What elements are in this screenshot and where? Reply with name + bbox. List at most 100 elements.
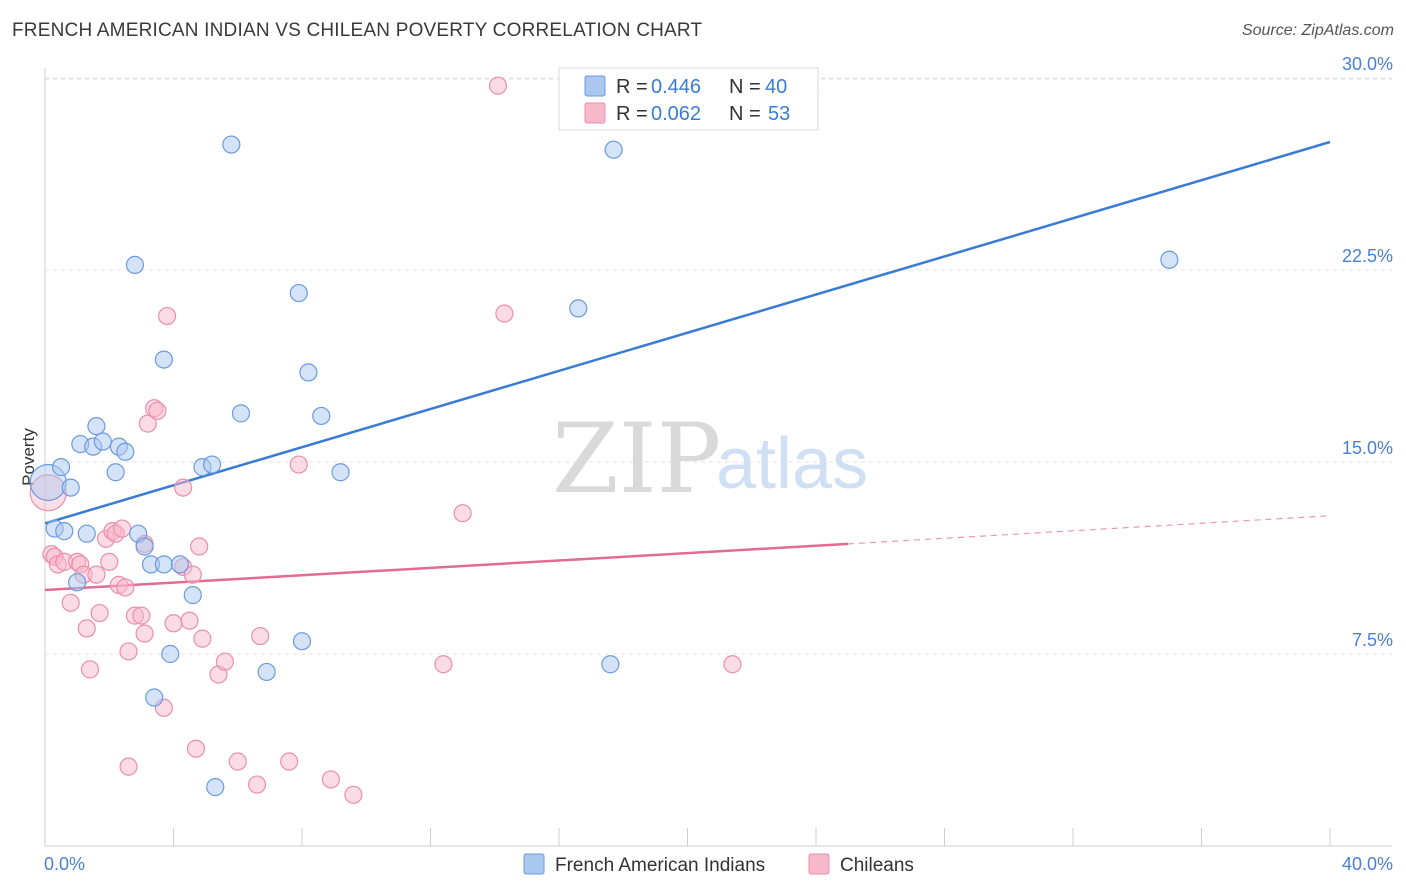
trend-line-french-american-indians <box>44 140 1331 525</box>
point-french-american-indians <box>312 406 331 426</box>
point-french-american-indians <box>145 688 164 707</box>
stats-swatch-pink <box>584 102 606 124</box>
point-chileans <box>251 626 270 646</box>
point-chileans <box>344 785 363 804</box>
point-french-american-indians <box>116 442 135 461</box>
point-chileans <box>215 652 234 671</box>
chart-title: FRENCH AMERICAN INDIAN VS CHILEAN POVERT… <box>12 20 703 41</box>
y-tick-label: 7.5% <box>1352 630 1393 650</box>
point-chileans <box>186 739 206 758</box>
point-chileans <box>77 619 96 638</box>
point-french-american-indians <box>601 655 620 674</box>
point-chileans <box>488 76 508 95</box>
point-french-american-indians <box>231 404 251 423</box>
point-french-american-indians <box>331 463 350 482</box>
chart-source: Source: ZipAtlas.com <box>1241 22 1394 39</box>
point-chileans <box>174 478 193 497</box>
y-tick-label: 30.0% <box>1342 54 1393 74</box>
point-chileans <box>157 306 177 326</box>
legend-label-french-american-indians: French American Indians <box>555 855 765 876</box>
stats-swatch-blue <box>584 75 606 97</box>
gridlines <box>45 77 1392 655</box>
point-french-american-indians <box>93 432 112 451</box>
y-axis-label: Poverty <box>19 428 38 486</box>
point-chileans <box>90 603 109 623</box>
point-chileans <box>112 519 132 538</box>
point-french-american-indians <box>51 458 71 477</box>
point-chileans <box>183 565 202 584</box>
point-chileans <box>138 414 157 433</box>
y-tick-label: 15.0% <box>1342 438 1393 458</box>
point-chileans <box>132 606 151 625</box>
point-chileans <box>495 304 514 323</box>
stats-r-value-blue: 0.446 <box>651 76 701 98</box>
point-french-american-indians <box>125 255 145 274</box>
point-french-american-indians <box>106 463 125 482</box>
point-french-american-indians <box>154 350 173 369</box>
point-chileans <box>321 770 341 789</box>
point-french-american-indians <box>206 778 225 797</box>
stats-n-value-blue: 40 <box>765 76 787 98</box>
x-tick-label-right: 40.0% <box>1342 854 1393 874</box>
point-chileans <box>80 660 100 679</box>
point-french-american-indians <box>289 283 308 303</box>
point-french-american-indians <box>170 555 190 574</box>
tick-labels: 7.5% 15.0% 22.5% 30.0% 0.0% 40.0% <box>44 54 1393 874</box>
point-chileans <box>116 578 135 597</box>
stats-r-value-pink: 0.062 <box>651 103 701 125</box>
point-french-american-indians <box>183 586 202 605</box>
point-french-american-indians <box>68 573 87 592</box>
legend-swatch-chileans <box>808 853 830 875</box>
point-chileans <box>228 752 247 771</box>
point-chileans <box>119 642 138 661</box>
point-chileans <box>190 537 209 556</box>
point-french-american-indians <box>77 524 96 543</box>
point-chileans <box>453 504 472 523</box>
x-tick-label-left: 0.0% <box>44 854 85 874</box>
stats-legend: R = 0.446 N = 40 R = 0.062 N = 53 <box>558 67 819 131</box>
point-chileans <box>100 552 119 571</box>
point-french-american-indians <box>55 522 74 541</box>
point-chileans <box>87 565 106 584</box>
point-french-american-indians <box>1160 250 1179 269</box>
point-french-american-indians <box>135 537 154 556</box>
stats-r-label-blue: R = <box>616 76 648 98</box>
trend-line-chileans <box>44 542 849 592</box>
point-chileans <box>280 752 299 771</box>
data-points <box>29 76 1179 804</box>
point-french-american-indians <box>257 662 276 682</box>
legend-label-chileans: Chileans <box>840 855 914 876</box>
point-chileans <box>148 401 167 420</box>
series-legend: French American Indians Chileans <box>523 853 914 876</box>
legend-swatch-french-american-indians <box>523 853 545 875</box>
stats-r-label-pink: R = <box>616 103 648 125</box>
point-french-american-indians <box>161 644 180 664</box>
stats-n-label-blue: N = <box>729 76 761 98</box>
point-chileans <box>135 624 154 643</box>
axes <box>44 68 1392 847</box>
trend-line-chileans-extrapolated <box>848 515 1331 545</box>
y-tick-label: 22.5% <box>1342 246 1393 266</box>
point-french-american-indians <box>61 478 80 497</box>
point-french-american-indians <box>299 363 318 382</box>
point-chileans <box>119 757 138 776</box>
point-chileans <box>247 775 267 794</box>
stats-n-label-pink: N = <box>729 103 761 125</box>
stats-n-value-pink: 53 <box>768 103 790 125</box>
point-chileans <box>289 455 308 474</box>
point-chileans <box>180 611 199 630</box>
point-french-american-indians <box>202 455 222 474</box>
point-french-american-indians <box>604 140 623 159</box>
watermark-zip: ZIP <box>552 403 721 515</box>
trend-lines <box>44 140 1331 592</box>
point-french-american-indians <box>154 555 173 574</box>
point-chileans <box>193 629 212 648</box>
point-chileans <box>434 655 453 674</box>
point-chileans <box>61 593 80 612</box>
watermark-atlas: atlas <box>716 424 868 504</box>
point-french-american-indians <box>292 632 312 651</box>
point-chileans <box>164 614 183 633</box>
point-chileans <box>723 655 742 674</box>
point-french-american-indians <box>87 417 106 436</box>
